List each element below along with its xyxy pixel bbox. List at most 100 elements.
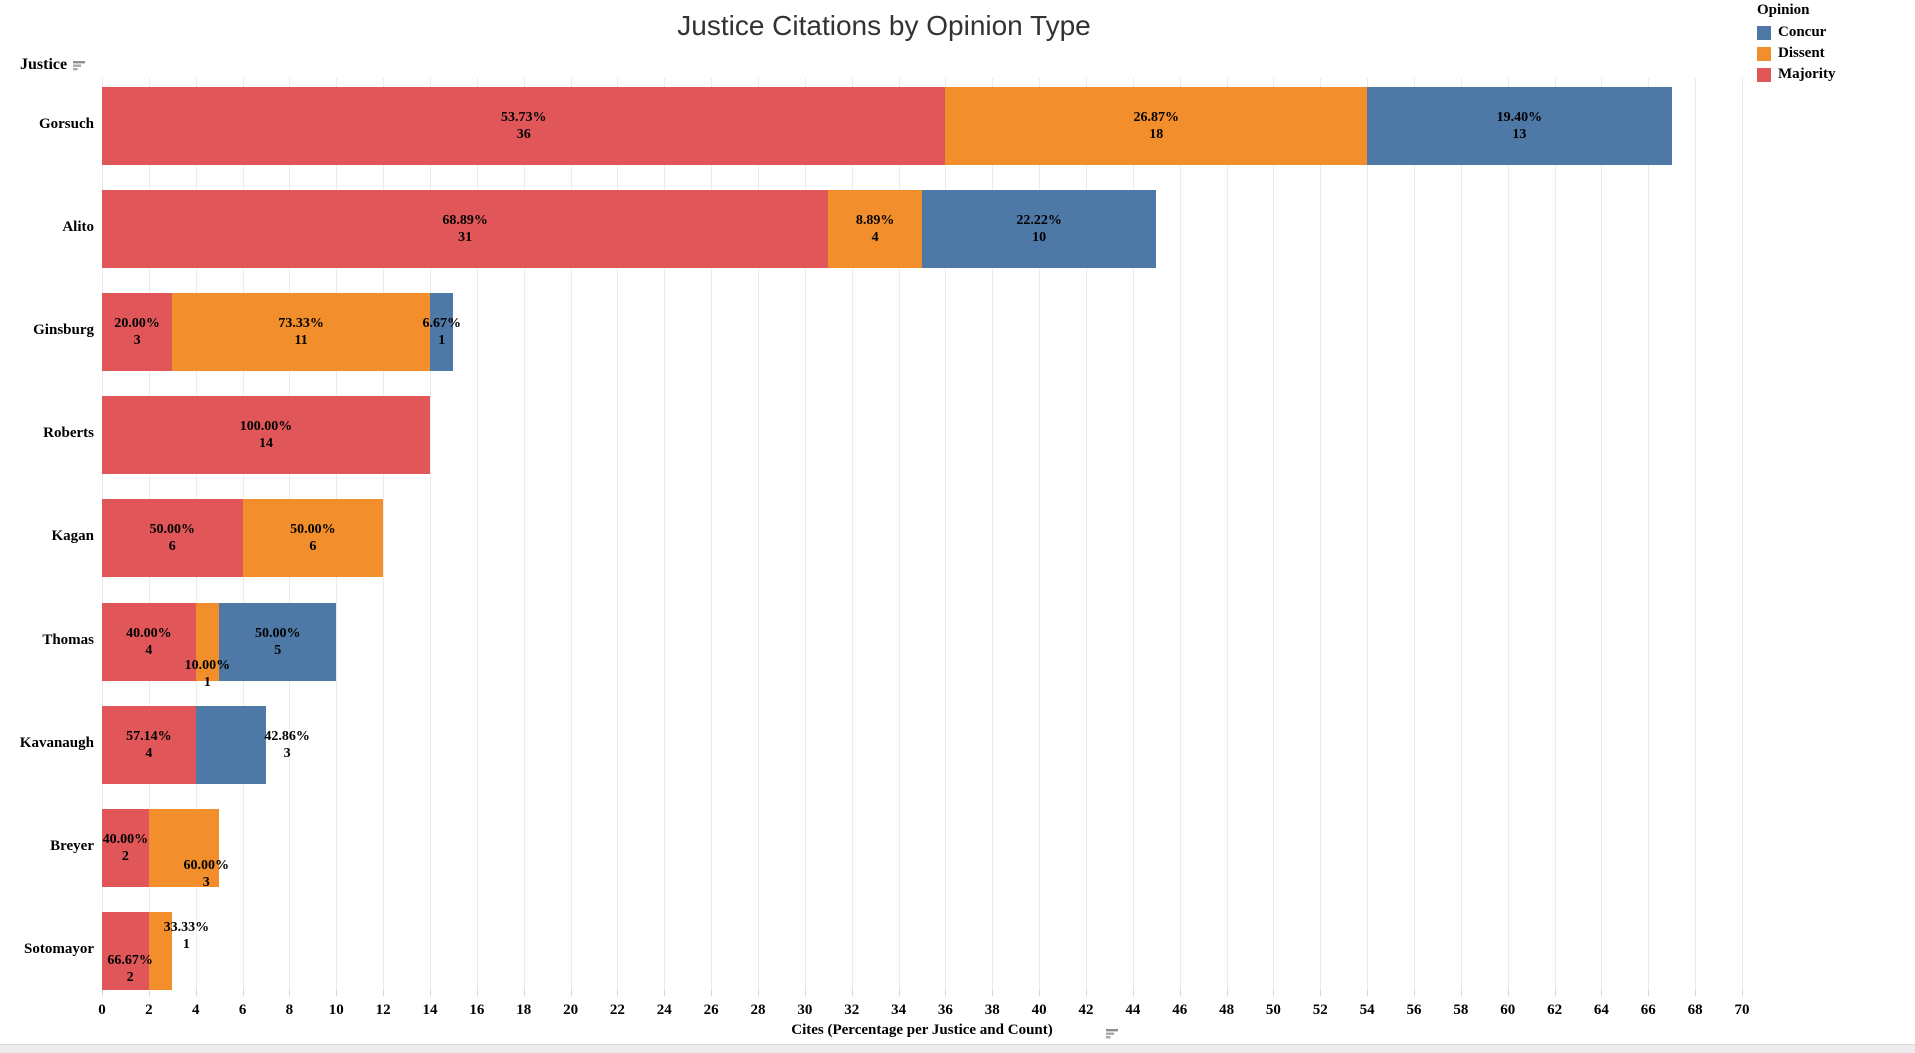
x-tick-label: 68 <box>1687 1002 1703 1018</box>
legend-item-majority[interactable]: Majority <box>1757 64 1835 85</box>
bar-segment-ginsburg-majority[interactable] <box>102 293 173 372</box>
gridline <box>1507 78 1509 990</box>
x-tick-label: 54 <box>1359 1002 1375 1018</box>
tick-mark <box>898 990 900 996</box>
legend-item-label: Concur <box>1778 24 1827 40</box>
bar-segment-thomas-concur[interactable] <box>219 602 337 681</box>
tick-mark <box>1367 990 1369 996</box>
bar-segment-ginsburg-concur[interactable] <box>430 293 454 372</box>
y-axis-label-sotomayor[interactable]: Sotomayor <box>24 940 94 957</box>
y-axis-label-kavanaugh[interactable]: Kavanaugh <box>19 734 94 751</box>
gridline <box>1132 78 1134 990</box>
segment-label-gorsuch-majority: 53.73% 36 <box>500 110 547 142</box>
bar-segment-kavanaugh-majority[interactable] <box>102 705 196 784</box>
x-tick-label: 46 <box>1172 1002 1188 1018</box>
segment-label-thomas-concur: 50.00% 5 <box>254 625 301 658</box>
bar-segment-sotomayor-dissent[interactable] <box>148 911 173 990</box>
bar-segment-thomas-dissent[interactable] <box>195 602 220 681</box>
bar-segment-roberts-majority[interactable] <box>102 396 430 475</box>
y-axis-label-thomas[interactable]: Thomas <box>42 631 94 648</box>
x-tick-label: 14 <box>422 1002 438 1018</box>
bar-segment-alito-majority[interactable] <box>102 190 829 269</box>
legend-item-dissent[interactable]: Dissent <box>1757 43 1835 64</box>
tick-mark <box>945 990 947 996</box>
tick-mark <box>523 990 525 996</box>
gridline <box>1742 78 1743 990</box>
tick-mark <box>804 990 806 996</box>
bar-segment-alito-dissent[interactable] <box>828 190 922 269</box>
bar-segment-kavanaugh-concur[interactable] <box>195 705 266 784</box>
segment-label-gorsuch-concur: 19.40% 13 <box>1496 110 1543 142</box>
y-axis-label-roberts[interactable]: Roberts <box>43 425 94 442</box>
tick-mark <box>102 990 103 996</box>
bar-segment-gorsuch-majority[interactable] <box>102 87 946 165</box>
segment-label-ginsburg-dissent: 73.33% 11 <box>278 316 324 349</box>
y-axis-label-breyer[interactable]: Breyer <box>50 837 94 854</box>
y-axis-label-kagan[interactable]: Kagan <box>51 528 94 545</box>
tick-mark <box>711 990 713 996</box>
x-tick-label: 42 <box>1078 1002 1094 1018</box>
y-axis-label-alito[interactable]: Alito <box>62 219 94 236</box>
bar-segment-kagan-dissent[interactable] <box>242 499 384 578</box>
segment-label-thomas-dissent: 10.00% 1 <box>184 657 231 690</box>
segment-label-breyer-dissent: 60.00% 3 <box>183 857 230 890</box>
gridline <box>851 78 853 990</box>
x-tick-label: 36 <box>937 1002 953 1018</box>
gridline <box>1460 78 1462 990</box>
tick-mark <box>336 990 338 996</box>
legend-item-label: Majority <box>1778 66 1836 82</box>
segment-label-alito-majority: 68.89% 31 <box>442 213 488 246</box>
tick-mark <box>758 990 759 996</box>
gridline <box>617 78 619 990</box>
legend: Opinion Concur Dissent Majority <box>1757 2 1835 85</box>
bar-segment-breyer-dissent[interactable] <box>148 808 220 887</box>
segment-label-sotomayor-majority: 66.67% 2 <box>107 952 153 985</box>
segment-label-kagan-dissent: 50.00% 6 <box>290 522 336 555</box>
tick-mark <box>1273 990 1275 996</box>
x-tick-label: 22 <box>609 1002 625 1018</box>
gridline <box>1695 78 1697 990</box>
bar-segment-gorsuch-dissent[interactable] <box>945 87 1368 165</box>
x-tick-label: 18 <box>516 1002 532 1018</box>
tick-mark <box>851 990 853 996</box>
gridline <box>383 78 385 990</box>
window-bottom-strip <box>0 1044 1915 1053</box>
row-field-header[interactable]: Justice <box>20 56 86 74</box>
x-tick-label: 2 <box>145 1002 153 1018</box>
y-axis-label-gorsuch[interactable]: Gorsuch <box>38 116 94 132</box>
x-tick-label: 34 <box>891 1002 907 1018</box>
tick-mark <box>1226 990 1228 996</box>
x-tick-label: 16 <box>469 1002 485 1018</box>
bar-segment-alito-concur[interactable] <box>922 190 1157 269</box>
gridline <box>1648 78 1650 990</box>
axis-sort-icon[interactable] <box>1106 1028 1119 1039</box>
legend-item-label: Dissent <box>1778 45 1825 61</box>
bar-segment-breyer-majority[interactable] <box>102 808 149 887</box>
x-tick-label: 44 <box>1125 1002 1141 1018</box>
tick-mark <box>242 990 244 996</box>
tick-mark <box>570 990 572 996</box>
gridline <box>430 78 431 990</box>
y-axis-label-ginsburg[interactable]: Ginsburg <box>33 322 94 339</box>
x-tick-label: 48 <box>1219 1002 1235 1018</box>
bar-segment-sotomayor-majority[interactable] <box>102 911 149 990</box>
tick-mark <box>1742 990 1743 996</box>
gridline <box>1273 78 1275 990</box>
bar-segment-kagan-majority[interactable] <box>102 499 243 578</box>
gridline <box>1367 78 1369 990</box>
tick-mark <box>1039 990 1041 996</box>
segment-label-sotomayor-dissent: 33.33% 1 <box>163 919 210 952</box>
x-tick-label: 40 <box>1031 1002 1047 1018</box>
legend-item-concur[interactable]: Concur <box>1757 22 1835 43</box>
tick-mark <box>383 990 385 996</box>
x-tick-label: 30 <box>797 1002 813 1018</box>
segment-label-breyer-majority: 40.00% 2 <box>102 831 149 864</box>
bar-segment-thomas-majority[interactable] <box>102 602 196 681</box>
sort-icon[interactable] <box>73 60 86 71</box>
tick-mark <box>1554 990 1556 996</box>
x-tick-label: 70 <box>1734 1002 1750 1018</box>
bar-segment-ginsburg-dissent[interactable] <box>172 293 430 372</box>
tick-mark <box>1648 990 1650 996</box>
bar-segment-gorsuch-concur[interactable] <box>1367 87 1672 165</box>
x-tick-label: 10 <box>328 1002 344 1018</box>
